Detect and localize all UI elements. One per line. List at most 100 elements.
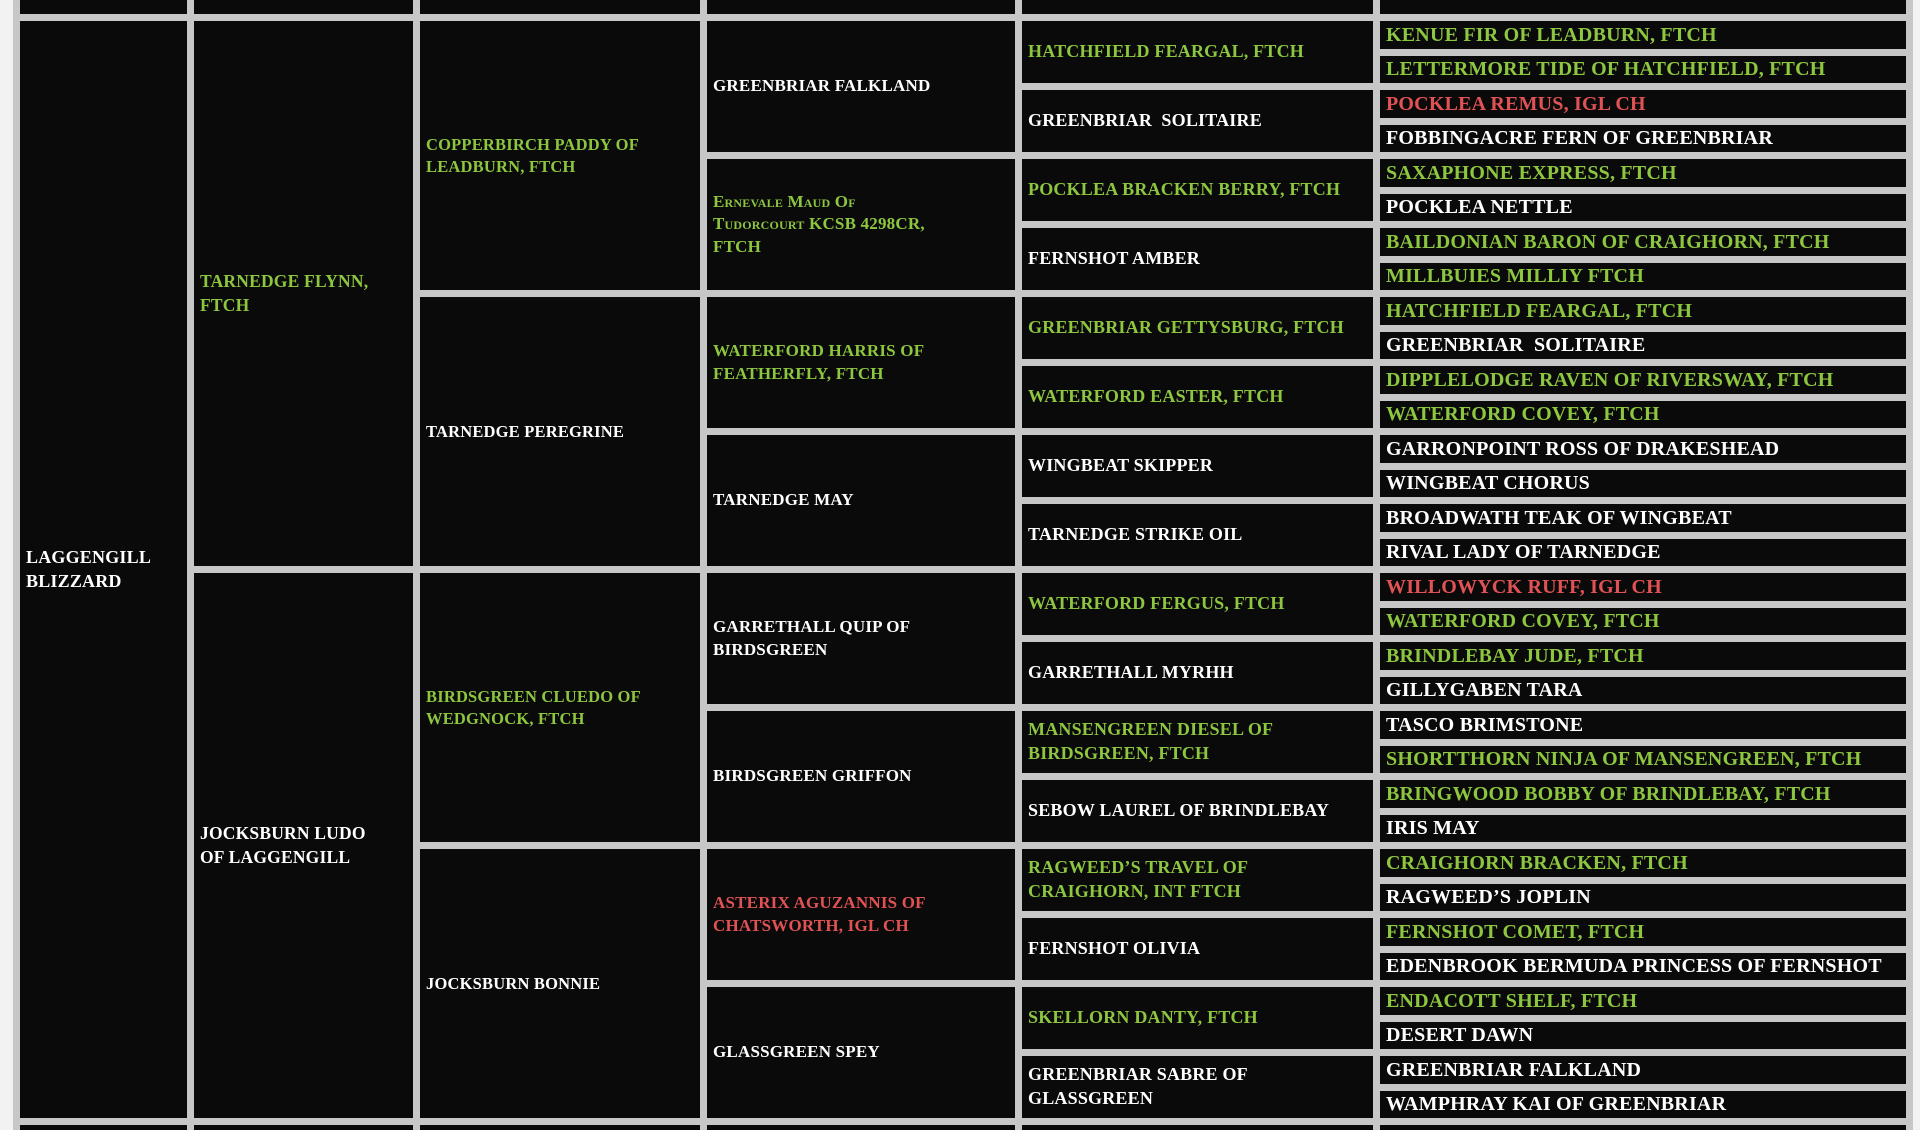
dog-name: BRINDLEBAY JUDE, FTCH	[1386, 644, 1644, 667]
pedigree-cell-gen5: RAGWEED’S JOPLIN	[1380, 883, 1906, 911]
dog-name: GILLYGABEN TARA	[1386, 679, 1583, 702]
dog-name: BIRDSGREEN CLUEDO OF WEDGNOCK, FTCH	[426, 686, 641, 728]
dog-name: HATCHFIELD FEARGAL, FTCH	[1386, 299, 1693, 322]
pedigree-cell-gen5: FERNSHOT COMET, FTCH	[1380, 918, 1906, 946]
pedigree-cell-grandparent: BIRDSGREEN CLUEDO OF WEDGNOCK, FTCH	[420, 573, 700, 842]
pedigree-cell-gen5: CRAIGHORN BRACKEN, FTCH	[1380, 849, 1906, 877]
dog-name: POCKLEA BRACKEN BERRY, FTCH	[1028, 179, 1341, 200]
pedigree-cell-gen5: SHORTTHORN NINJA OF MANSENGREEN, FTCH	[1380, 745, 1906, 773]
pedigree-cell-dam: JOCKSBURN LUDO OF LAGGENGILL	[194, 573, 413, 1118]
pedigree-cell-gen4: MANSENGREEN DIESEL OF BIRDSGREEN, FTCH	[1022, 711, 1373, 773]
dog-name: BROADWATH TEAK OF WINGBEAT	[1386, 506, 1732, 529]
pedigree-cell-gen5: WINGBEAT CHORUS	[1380, 469, 1906, 497]
pedigree-cell-gen5: GREENBRIAR FALKLAND	[1380, 1056, 1906, 1084]
dog-name: HATCHFIELD FEARGAL, FTCH	[1028, 41, 1304, 62]
pedigree-cell-great-grandparent: GREENBRIAR FALKLAND	[707, 21, 1015, 152]
pedigree-cell-gen5: KENUE FIR OF LEADBURN, FTCH	[1380, 21, 1906, 49]
pedigree-cell-gen5: BAILDONIAN BARON OF CRAIGHORN, FTCH	[1380, 228, 1906, 256]
dog-name: MANSENGREEN DIESEL OF BIRDSGREEN, FTCH	[1028, 719, 1274, 763]
dog-name: TARNEDGE STRIKE OIL	[1028, 524, 1243, 545]
pedigree-cell-gen4: WATERFORD EASTER, FTCH	[1022, 366, 1373, 428]
pedigree-cell-gen4: TARNEDGE STRIKE OIL	[1022, 504, 1373, 566]
pedigree-cell-grandparent: COPPERBIRCH PADDY OF LEADBURN, FTCH	[420, 21, 700, 290]
dog-name: DIPPLELODGE RAVEN OF RIVERSWAY, FTCH	[1386, 368, 1834, 391]
cutoff-row-top-cell	[20, 0, 187, 14]
pedigree-cell-gen5: DESERT DAWN	[1380, 1021, 1906, 1049]
pedigree-cell-gen5: WATERFORD COVEY, FTCH	[1380, 400, 1906, 428]
dog-name: WINGBEAT SKIPPER	[1028, 455, 1214, 476]
pedigree-cell-gen5: WATERFORD COVEY, FTCH	[1380, 607, 1906, 635]
dog-name: BRINGWOOD BOBBY OF BRINDLEBAY, FTCH	[1386, 782, 1831, 805]
pedigree-cell-gen5: GARRONPOINT ROSS OF DRAKESHEAD	[1380, 435, 1906, 463]
pedigree-cell-gen4: GARRETHALL MYRHH	[1022, 642, 1373, 704]
pedigree-cell-gen5: DIPPLELODGE RAVEN OF RIVERSWAY, FTCH	[1380, 366, 1906, 394]
dog-name: POCKLEA NETTLE	[1386, 196, 1573, 219]
pedigree-cell-sire: TARNEDGE FLYNN, FTCH	[194, 21, 413, 566]
dog-name: JOCKSBURN LUDO OF LAGGENGILL	[200, 823, 366, 867]
dog-name: GARRONPOINT ROSS OF DRAKESHEAD	[1386, 437, 1780, 460]
pedigree-cell-gen5: EDENBROOK BERMUDA PRINCESS OF FERNSHOT	[1380, 952, 1906, 980]
dog-name: KENUE FIR OF LEADBURN, FTCH	[1386, 23, 1717, 46]
pedigree-cell-gen4: SEBOW LAUREL OF BRINDLEBAY	[1022, 780, 1373, 842]
dog-name: GREENBRIAR SOLITAIRE	[1028, 110, 1262, 131]
cutoff-row-bottom-cell	[1022, 1125, 1373, 1130]
pedigree-cell-gen4: POCKLEA BRACKEN BERRY, FTCH	[1022, 159, 1373, 221]
dog-name: TARNEDGE FLYNN, FTCH	[200, 271, 369, 315]
pedigree-cell-great-grandparent: BIRDSGREEN GRIFFON	[707, 711, 1015, 842]
dog-name: EDENBROOK BERMUDA PRINCESS OF FERNSHOT	[1386, 955, 1882, 978]
dog-name: TARNEDGE MAY	[713, 490, 854, 510]
dog-name: JOCKSBURN BONNIE	[426, 973, 601, 993]
pedigree-cell-gen5: WAMPHRAY KAI OF GREENBRIAR	[1380, 1090, 1906, 1118]
dog-name: MILLBUIES MILLIY FTCH	[1386, 265, 1644, 288]
dog-name: SAXAPHONE EXPRESS, FTCH	[1386, 161, 1677, 184]
dog-name: LAGGENGILL BLIZZARD	[26, 546, 152, 591]
dog-name: WATERFORD COVEY, FTCH	[1386, 610, 1660, 633]
dog-name: GREENBRIAR FALKLAND	[713, 76, 931, 96]
pedigree-cell-gen5: ENDACOTT SHELF, FTCH	[1380, 987, 1906, 1015]
dog-name: COPPERBIRCH PADDY OF LEADBURN, FTCH	[426, 134, 639, 176]
dog-name: TASCO BRIMSTONE	[1386, 713, 1584, 736]
pedigree-cell-gen5: LETTERMORE TIDE OF HATCHFIELD, FTCH	[1380, 55, 1906, 83]
pedigree-cell-gen5: WILLOWYCK RUFF, IGL CH	[1380, 573, 1906, 601]
dog-name: WATERFORD FERGUS, FTCH	[1028, 593, 1285, 614]
cutoff-row-bottom-cell	[707, 1125, 1015, 1130]
pedigree-table: LAGGENGILL BLIZZARD TARNEDGE FLYNN, FTCH…	[13, 0, 1913, 1130]
pedigree-cell-gen5: BRINDLEBAY JUDE, FTCH	[1380, 642, 1906, 670]
pedigree-cell-gen5: GILLYGABEN TARA	[1380, 676, 1906, 704]
dog-name: GARRETHALL MYRHH	[1028, 662, 1234, 683]
pedigree-cell-grandparent: TARNEDGE PEREGRINE	[420, 297, 700, 566]
cutoff-row-bottom-cell	[20, 1125, 187, 1130]
dog-name: WATERFORD COVEY, FTCH	[1386, 403, 1660, 426]
dog-name: SHORTTHORN NINJA OF MANSENGREEN, FTCH	[1386, 748, 1862, 771]
dog-name: FOBBINGACRE FERN OF GREENBRIAR	[1386, 127, 1773, 150]
pedigree-cell-gen5: MILLBUIES MILLIY FTCH	[1380, 262, 1906, 290]
pedigree-cell-great-grandparent: WATERFORD HARRIS OF FEATHERFLY, FTCH	[707, 297, 1015, 428]
pedigree-cell-gen4: RAGWEED’S TRAVEL OF CRAIGHORN, INT FTCH	[1022, 849, 1373, 911]
pedigree-cell-gen4: GREENBRIAR GETTYSBURG, FTCH	[1022, 297, 1373, 359]
dog-name: DESERT DAWN	[1386, 1024, 1534, 1047]
dog-name: FERNSHOT AMBER	[1028, 248, 1200, 269]
dog-name: ASTERIX AGUZANNIS OF CHATSWORTH, IGL CH	[713, 893, 926, 935]
cutoff-row-top-cell	[194, 0, 413, 14]
pedigree-cell-gen4: SKELLORN DANTY, FTCH	[1022, 987, 1373, 1049]
cutoff-row-top-cell	[1380, 0, 1906, 14]
dog-name: GREENBRIAR GETTYSBURG, FTCH	[1028, 317, 1344, 338]
dog-name: SKELLORN DANTY, FTCH	[1028, 1007, 1258, 1028]
dog-name: IRIS MAY	[1386, 817, 1480, 840]
dog-name: LETTERMORE TIDE OF HATCHFIELD, FTCH	[1386, 58, 1826, 81]
dog-name: POCKLEA REMUS, IGL CH	[1386, 92, 1646, 115]
cutoff-row-bottom-cell	[420, 1125, 700, 1130]
pedigree-cell-gen4: WINGBEAT SKIPPER	[1022, 435, 1373, 497]
pedigree-cell-grandparent: JOCKSBURN BONNIE	[420, 849, 700, 1118]
pedigree-cell-gen5: POCKLEA NETTLE	[1380, 193, 1906, 221]
pedigree-cell-great-grandparent: Ernevale Maud Of Tudorcourt KCSB 4298CR,…	[707, 159, 1015, 290]
dog-name: RIVAL LADY OF TARNEDGE	[1386, 541, 1661, 564]
cutoff-row-top-cell	[707, 0, 1015, 14]
dog-name: RAGWEED’S JOPLIN	[1386, 886, 1591, 909]
dog-name: FERNSHOT COMET, FTCH	[1386, 920, 1645, 943]
dog-name: BAILDONIAN BARON OF CRAIGHORN, FTCH	[1386, 230, 1830, 253]
pedigree-cell-gen4: WATERFORD FERGUS, FTCH	[1022, 573, 1373, 635]
dog-name: GARRETHALL QUIP OF BIRDSGREEN	[713, 617, 911, 659]
pedigree-cell-gen5: SAXAPHONE EXPRESS, FTCH	[1380, 159, 1906, 187]
dog-name: ENDACOTT SHELF, FTCH	[1386, 989, 1638, 1012]
